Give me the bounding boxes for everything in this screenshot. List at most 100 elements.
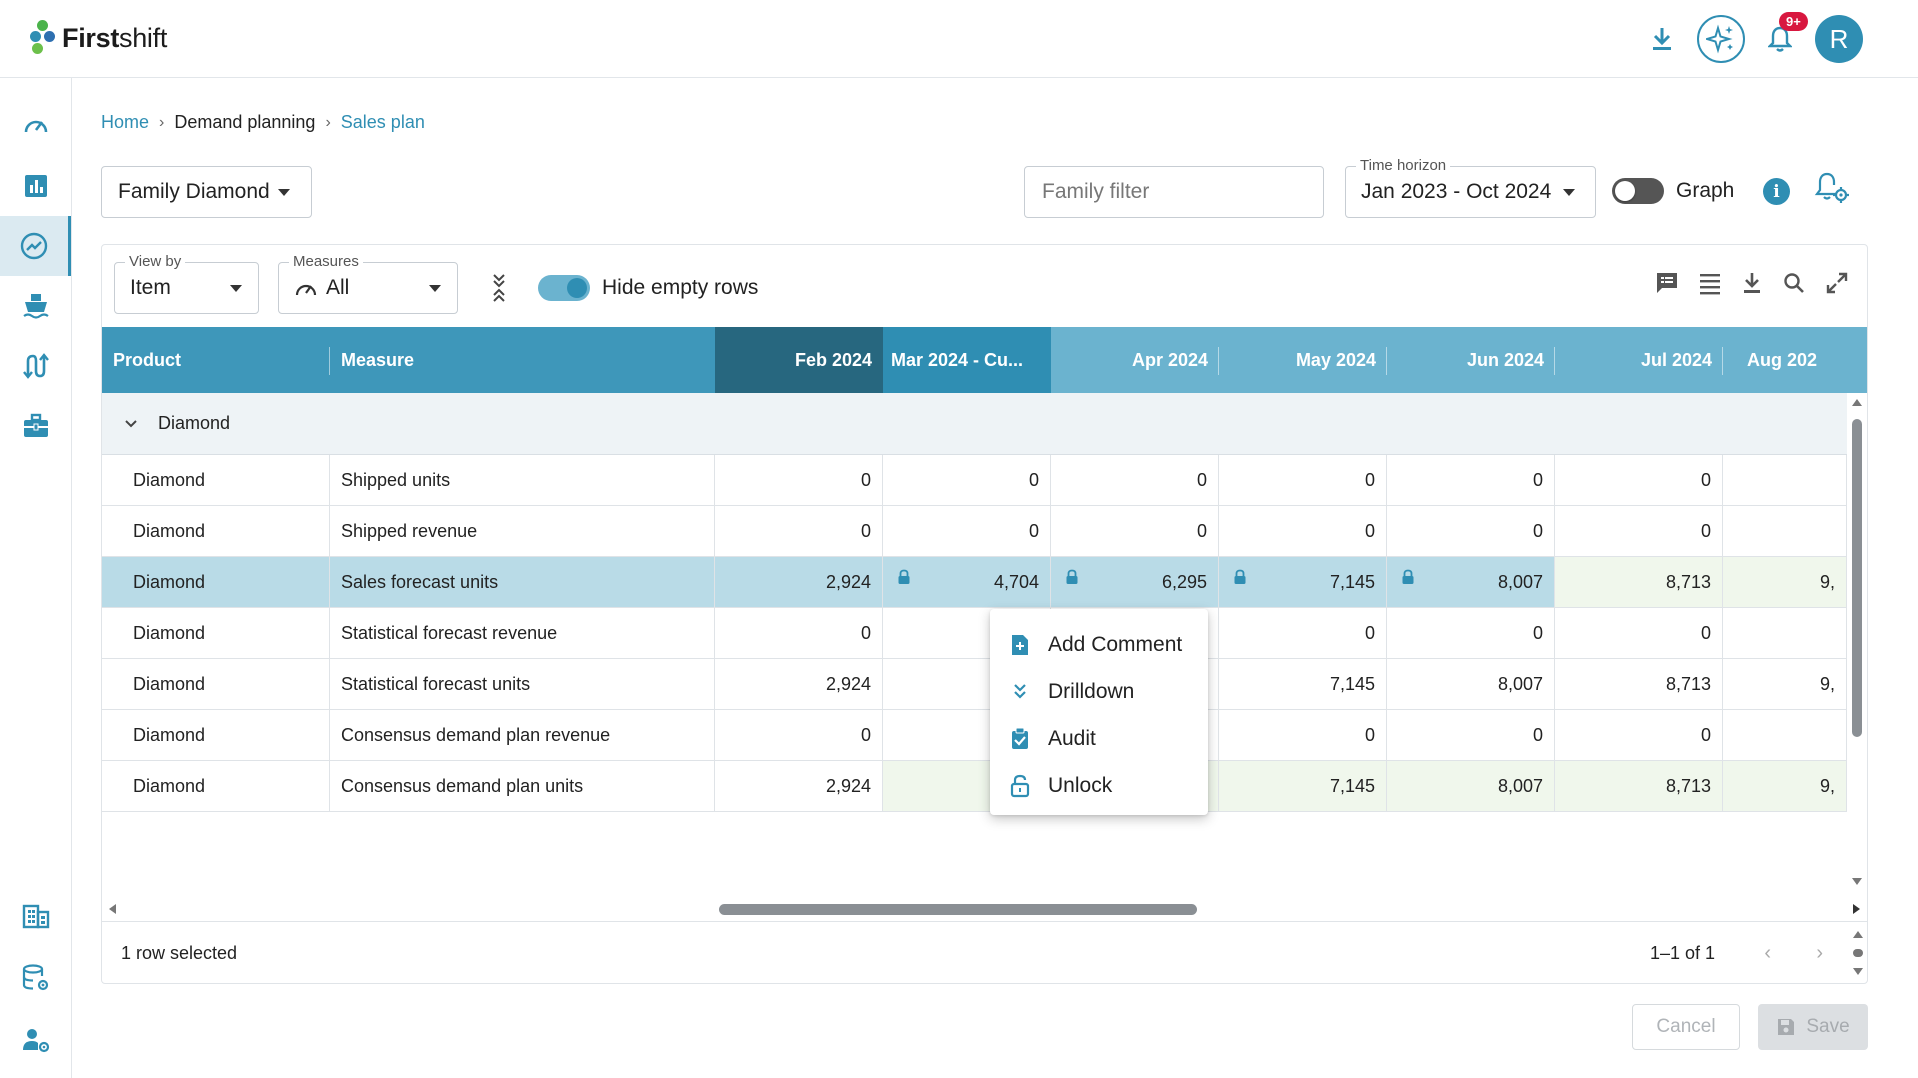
value-cell[interactable]: 0 <box>1555 506 1723 556</box>
column-header-jun-2024[interactable]: Jun 2024 <box>1387 327 1555 393</box>
sidebar-item-demand-planning[interactable] <box>0 216 71 276</box>
measure-cell[interactable]: Shipped revenue <box>330 506 715 556</box>
measure-cell[interactable]: Statistical forecast revenue <box>330 608 715 658</box>
save-button[interactable]: Save <box>1758 1004 1868 1050</box>
menu-item-drilldown[interactable]: Drilldown <box>990 668 1208 715</box>
view-by-select[interactable]: View by Item <box>114 253 259 314</box>
value-cell[interactable]: 9, <box>1723 659 1847 709</box>
value-cell[interactable]: 0 <box>1387 455 1555 505</box>
value-cell[interactable] <box>1723 455 1847 505</box>
table-row[interactable]: Diamond Statistical forecast units 2,924 7,… <box>102 659 1847 710</box>
collapse-rows-icon[interactable] <box>490 272 508 309</box>
value-cell[interactable]: 8,713 <box>1555 659 1723 709</box>
value-cell[interactable]: 2,924 <box>715 557 883 607</box>
product-cell[interactable]: Diamond <box>102 761 330 811</box>
measure-cell[interactable]: Consensus demand plan revenue <box>330 710 715 760</box>
sidebar-item-dashboard[interactable] <box>0 96 71 156</box>
value-cell[interactable]: 2,924 <box>715 761 883 811</box>
value-cell[interactable]: 0 <box>1555 608 1723 658</box>
value-cell[interactable]: 0 <box>1219 455 1387 505</box>
download-icon[interactable] <box>1637 14 1687 64</box>
sidebar-item-supply[interactable] <box>0 276 71 336</box>
value-cell[interactable]: 0 <box>1387 608 1555 658</box>
hide-empty-switch[interactable] <box>538 275 590 301</box>
value-cell[interactable]: 0 <box>1219 608 1387 658</box>
comment-icon[interactable] <box>1655 271 1679 295</box>
graph-toggle[interactable]: Graph <box>1612 178 1734 204</box>
column-header-aug-2024[interactable]: Aug 202 <box>1723 327 1867 393</box>
value-cell[interactable]: 0 <box>1387 506 1555 556</box>
value-cell[interactable]: 0 <box>1219 506 1387 556</box>
prev-page-icon[interactable]: ‹ <box>1764 942 1771 964</box>
group-row-diamond[interactable]: Diamond <box>102 393 1847 455</box>
export-icon[interactable] <box>1741 271 1763 295</box>
horizontal-scroll-thumb[interactable] <box>719 904 1197 915</box>
value-cell[interactable] <box>1723 506 1847 556</box>
value-cell[interactable] <box>1051 608 1219 658</box>
vertical-scrollbar[interactable] <box>1847 393 1867 903</box>
breadcrumb-home[interactable]: Home <box>101 112 150 132</box>
measure-cell[interactable]: Statistical forecast units <box>330 659 715 709</box>
next-page-icon[interactable]: › <box>1816 942 1823 964</box>
value-cell[interactable]: 7,145 <box>1219 761 1387 811</box>
hide-empty-rows-toggle[interactable]: Hide empty rows <box>538 275 758 301</box>
expand-icon[interactable] <box>1825 271 1849 295</box>
sidebar-item-business[interactable] <box>0 396 71 456</box>
value-cell[interactable]: 0 <box>1051 455 1219 505</box>
ai-assistant-button[interactable] <box>1697 15 1745 63</box>
value-cell[interactable]: 0 <box>715 455 883 505</box>
value-cell[interactable]: 0 <box>1555 455 1723 505</box>
product-cell[interactable]: Diamond <box>102 608 330 658</box>
value-cell[interactable]: 6,295 <box>1051 557 1219 607</box>
value-cell[interactable]: 7,145 <box>1219 557 1387 607</box>
value-cell[interactable]: 8,007 <box>1387 557 1555 607</box>
value-cell[interactable]: 9, <box>1723 557 1847 607</box>
list-icon[interactable] <box>1698 271 1722 295</box>
column-header-jul-2024[interactable]: Jul 2024 <box>1555 327 1723 393</box>
alert-settings-icon[interactable] <box>1812 170 1850 211</box>
notifications-bell-icon[interactable]: 9+ <box>1755 12 1808 64</box>
value-cell[interactable] <box>1723 710 1847 760</box>
family-select[interactable]: Family Diamond <box>101 166 312 218</box>
value-cell[interactable] <box>1051 710 1219 760</box>
vertical-scroll-thumb[interactable] <box>1852 419 1862 737</box>
footer-scroll-icon[interactable] <box>1851 926 1865 980</box>
info-icon[interactable]: i <box>1763 178 1790 205</box>
measures-select[interactable]: Measures All <box>278 253 458 314</box>
horizontal-scrollbar[interactable] <box>102 899 1867 917</box>
sidebar-item-reports[interactable] <box>0 156 71 216</box>
table-row[interactable]: Diamond Sales forecast units 2,924 4,704 6,2… <box>102 557 1847 608</box>
value-cell[interactable]: 0 <box>1387 710 1555 760</box>
column-header-measure[interactable]: Measure <box>341 349 415 370</box>
sidebar-item-user-settings[interactable] <box>0 1010 71 1070</box>
value-cell[interactable]: 0 <box>715 608 883 658</box>
menu-item-add-comment[interactable]: Add Comment <box>990 621 1208 668</box>
sidebar-item-sop[interactable] <box>0 336 71 396</box>
sidebar-item-data-settings[interactable] <box>0 948 71 1008</box>
column-header-apr-2024[interactable]: Apr 2024 <box>1051 327 1219 393</box>
value-cell[interactable]: 0 <box>1555 710 1723 760</box>
breadcrumb-demand-planning[interactable]: Demand planning <box>174 112 316 132</box>
value-cell[interactable]: 7,145 <box>1219 659 1387 709</box>
value-cell[interactable]: 8,007 <box>1387 659 1555 709</box>
value-cell[interactable] <box>1051 659 1219 709</box>
value-cell[interactable]: 2,924 <box>715 659 883 709</box>
column-header-may-2024[interactable]: May 2024 <box>1219 327 1387 393</box>
menu-item-unlock[interactable]: Unlock <box>990 762 1208 809</box>
column-header-feb-2024[interactable]: Feb 2024 <box>715 327 883 393</box>
sidebar-item-organization[interactable] <box>0 886 71 946</box>
product-cell[interactable]: Diamond <box>102 659 330 709</box>
value-cell[interactable]: 4,704 <box>883 557 1051 607</box>
time-horizon-select[interactable]: Time horizon Jan 2023 - Oct 2024 <box>1345 157 1596 218</box>
family-filter-input[interactable]: Family filter <box>1024 166 1324 218</box>
column-header-product[interactable]: Product <box>102 327 330 393</box>
value-cell[interactable] <box>1723 608 1847 658</box>
table-row[interactable]: Diamond Shipped units 0 0 0 0 0 0 <box>102 455 1847 506</box>
value-cell[interactable]: 0 <box>715 506 883 556</box>
breadcrumb-sales-plan[interactable]: Sales plan <box>340 112 425 132</box>
cancel-button[interactable]: Cancel <box>1632 1004 1740 1050</box>
product-cell[interactable]: Diamond <box>102 557 330 607</box>
value-cell[interactable]: 0 <box>715 710 883 760</box>
measure-cell[interactable]: Consensus demand plan units <box>330 761 715 811</box>
